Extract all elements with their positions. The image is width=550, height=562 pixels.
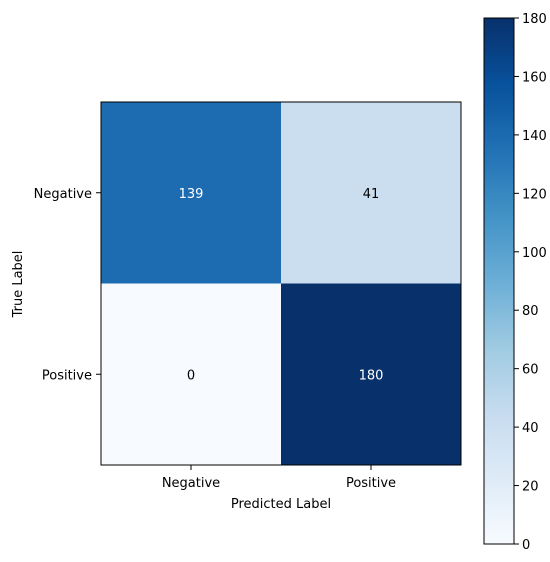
colorbar-tick-label-5: 100 xyxy=(522,246,547,261)
colorbar-tick-label-9: 180 xyxy=(522,12,547,27)
x-tick-label-0: Negative xyxy=(162,476,220,491)
heatmap-cell-1-1 xyxy=(281,283,461,465)
cell-value-label-0-1: 41 xyxy=(363,187,380,202)
y-axis-label: True Label xyxy=(11,251,26,319)
y-tick-label-1: Positive xyxy=(42,368,92,383)
x-axis-label: Predicted Label xyxy=(231,497,331,512)
cell-value-label-0-0: 139 xyxy=(179,187,204,202)
heatmap-cell-0-1 xyxy=(281,102,461,284)
cell-value-label-1-0: 0 xyxy=(187,368,195,383)
colorbar-tick-label-2: 40 xyxy=(522,421,539,436)
plot-frame xyxy=(100,101,462,466)
heatmap-cell-labels: 139 41 0 180 xyxy=(179,187,384,384)
heatmap-cells xyxy=(101,102,461,465)
colorbar-tick-label-0: 0 xyxy=(522,538,530,553)
colorbar xyxy=(483,17,515,545)
x-axis-ticks: Negative Positive xyxy=(162,465,396,491)
x-tick-label-1: Positive xyxy=(346,476,396,491)
y-axis-ticks: Negative Positive xyxy=(34,187,101,383)
heatmap-cell-1-0 xyxy=(101,283,281,465)
colorbar-tick-label-4: 80 xyxy=(522,304,539,319)
colorbar-ticks: 0 20 40 60 80 100 120 140 160 180 xyxy=(514,12,547,553)
colorbar-tick-label-8: 160 xyxy=(522,70,547,85)
cell-value-label-1-1: 180 xyxy=(359,368,384,383)
colorbar-tick-label-3: 60 xyxy=(522,363,539,378)
colorbar-tick-label-7: 140 xyxy=(522,129,547,144)
colorbar-tick-label-6: 120 xyxy=(522,187,547,202)
colorbar-tick-label-1: 20 xyxy=(522,480,539,495)
heatmap-cell-0-0 xyxy=(101,102,281,284)
y-tick-label-0: Negative xyxy=(34,187,92,202)
